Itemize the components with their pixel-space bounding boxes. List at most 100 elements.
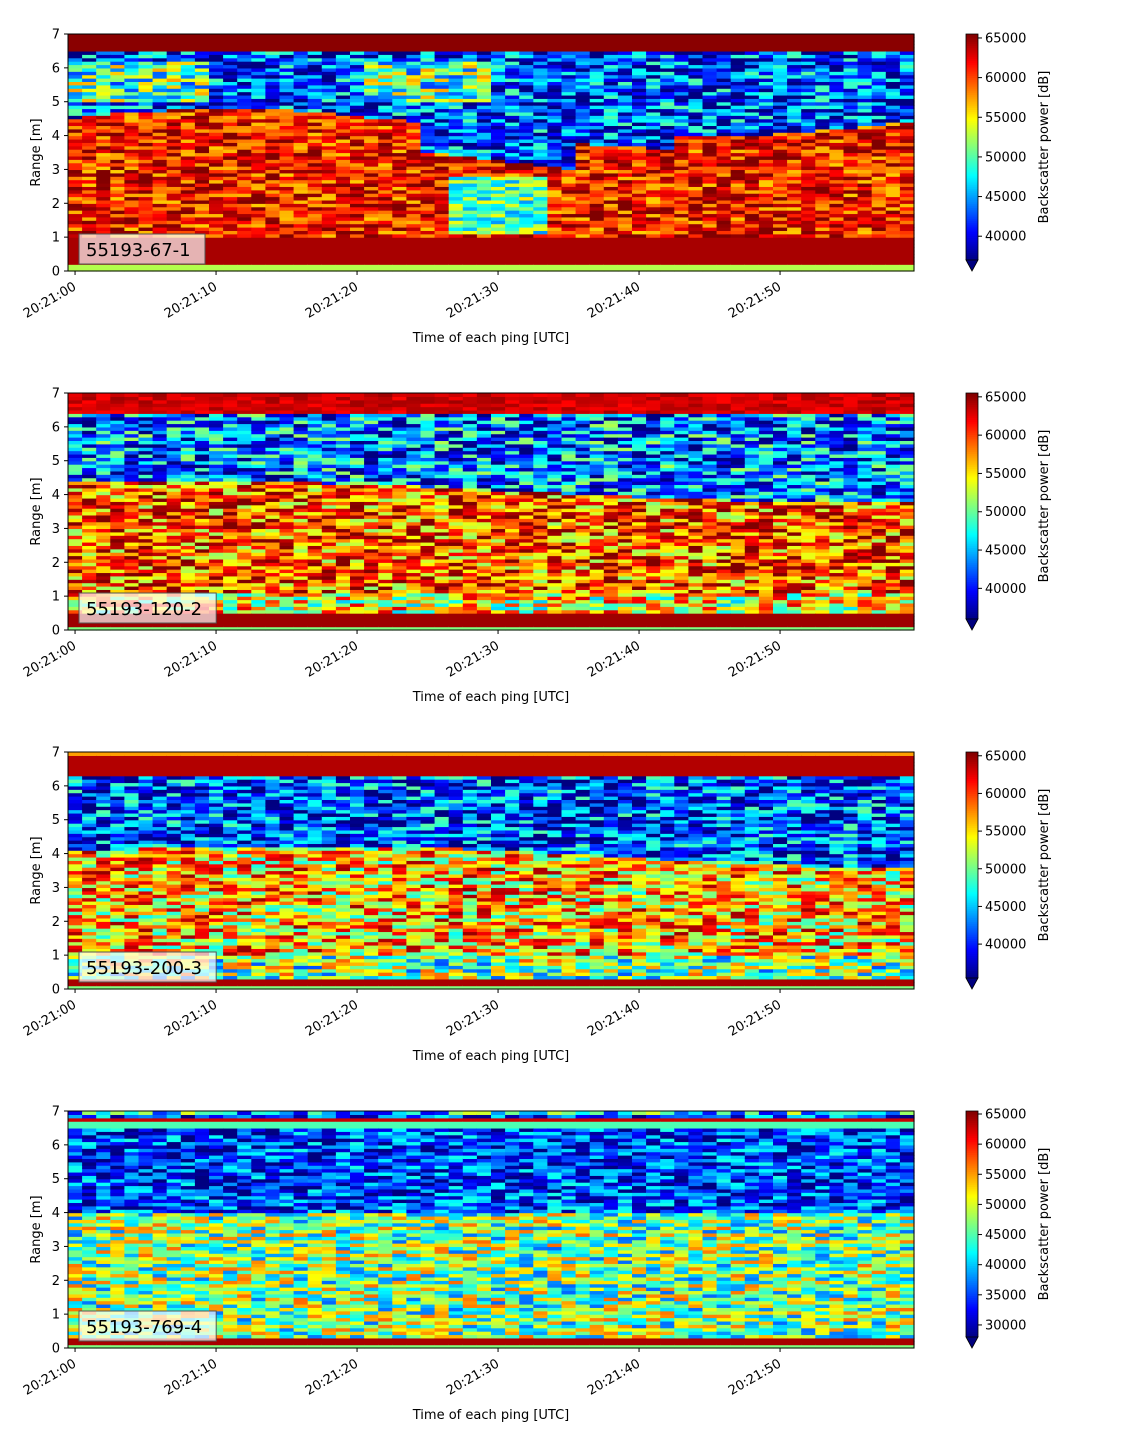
heatmap-cell (660, 128, 675, 133)
heatmap-cell (617, 247, 633, 252)
y-tick-label: 5 (52, 95, 60, 110)
heatmap-cell (519, 166, 534, 171)
heatmap-cell (68, 54, 83, 59)
heatmap-cell (491, 220, 506, 225)
heatmap-cell (533, 115, 548, 120)
heatmap-cell (110, 44, 125, 49)
heatmap-cell (251, 115, 266, 120)
heatmap-cell (646, 162, 661, 167)
heatmap-cell (293, 74, 309, 79)
heatmap-cell (505, 135, 520, 140)
heatmap-cell (617, 138, 633, 143)
heatmap-cell (237, 132, 252, 137)
heatmap-cell (335, 203, 351, 208)
heatmap-cell (237, 199, 252, 204)
heatmap-cell (505, 94, 520, 99)
heatmap-cell (406, 260, 422, 265)
heatmap-cell (265, 243, 281, 248)
heatmap-cell (321, 34, 337, 38)
heatmap-cell (321, 179, 337, 184)
heatmap-cell (491, 179, 506, 184)
heatmap-cell (194, 34, 210, 38)
heatmap-cell (180, 40, 196, 45)
heatmap-cell (801, 34, 816, 38)
heatmap-cell (632, 243, 647, 248)
heatmap-cell (561, 149, 577, 154)
heatmap-cell (223, 81, 238, 86)
heatmap-cell (434, 142, 450, 147)
heatmap-cell (180, 145, 196, 150)
heatmap-cell (209, 243, 224, 248)
heatmap-cell (237, 142, 252, 147)
heatmap-cell (547, 193, 563, 198)
heatmap-cell (209, 189, 224, 194)
heatmap-cell (321, 91, 337, 96)
heatmap-cell (561, 254, 577, 259)
heatmap-cell (364, 105, 379, 110)
heatmap-cell (575, 94, 591, 99)
heatmap-cell (307, 226, 323, 231)
heatmap-cell (420, 37, 436, 42)
heatmap-cell (293, 122, 309, 127)
heatmap-cell (96, 223, 111, 228)
heatmap-cell (350, 169, 365, 174)
heatmap-cell (110, 199, 125, 204)
heatmap-cell (547, 189, 563, 194)
heatmap-cell (561, 122, 577, 127)
heatmap-cell (420, 155, 436, 160)
heatmap-cell (68, 94, 83, 99)
heatmap-cell (378, 257, 393, 262)
heatmap-cell (561, 159, 577, 164)
heatmap-cell (68, 393, 83, 397)
heatmap-cell (124, 176, 140, 181)
heatmap-cell (279, 155, 295, 160)
heatmap-cell (152, 142, 168, 147)
heatmap-cell (476, 50, 492, 55)
heatmap-cell (519, 122, 534, 127)
heatmap-cell (392, 47, 407, 52)
heatmap-cell (166, 193, 182, 198)
heatmap-cell (646, 98, 661, 103)
heatmap-cell (237, 220, 252, 225)
heatmap-cell (505, 132, 520, 137)
heatmap-cell (265, 176, 281, 181)
heatmap-cell (617, 135, 633, 140)
heatmap-cell (378, 264, 393, 269)
heatmap-cell (237, 243, 252, 248)
heatmap-cell (96, 108, 111, 113)
heatmap-cell (603, 250, 619, 255)
heatmap-cell (335, 84, 351, 89)
heatmap-cell (321, 193, 337, 198)
heatmap-cell (251, 64, 266, 69)
heatmap-cell (519, 254, 534, 259)
heatmap-cell (166, 108, 182, 113)
heatmap-cell (335, 223, 351, 228)
heatmap-cell (110, 159, 125, 164)
heatmap-cell (392, 145, 407, 150)
heatmap-cell (533, 243, 548, 248)
heatmap-cell (392, 230, 407, 235)
heatmap-cell (476, 237, 492, 242)
heatmap-cell (68, 142, 83, 147)
heatmap-cell (589, 81, 605, 86)
heatmap-cell (660, 210, 675, 215)
heatmap-cell (476, 88, 492, 93)
heatmap-cell (110, 115, 125, 120)
heatmap-cell (491, 176, 506, 181)
heatmap-cell (194, 172, 210, 177)
heatmap-cell (209, 142, 224, 147)
heatmap-cell (350, 243, 365, 248)
heatmap-cell (392, 105, 407, 110)
heatmap-cell (209, 149, 224, 154)
heatmap-cell (392, 71, 407, 76)
heatmap-cell (364, 260, 379, 265)
heatmap-cell (533, 125, 548, 130)
heatmap-cell (646, 44, 661, 49)
heatmap-cell (519, 98, 534, 103)
heatmap-cell (279, 101, 295, 106)
heatmap-cell (68, 264, 83, 269)
heatmap-cell (335, 189, 351, 194)
heatmap-cell (350, 186, 365, 191)
heatmap-cell (575, 88, 591, 93)
